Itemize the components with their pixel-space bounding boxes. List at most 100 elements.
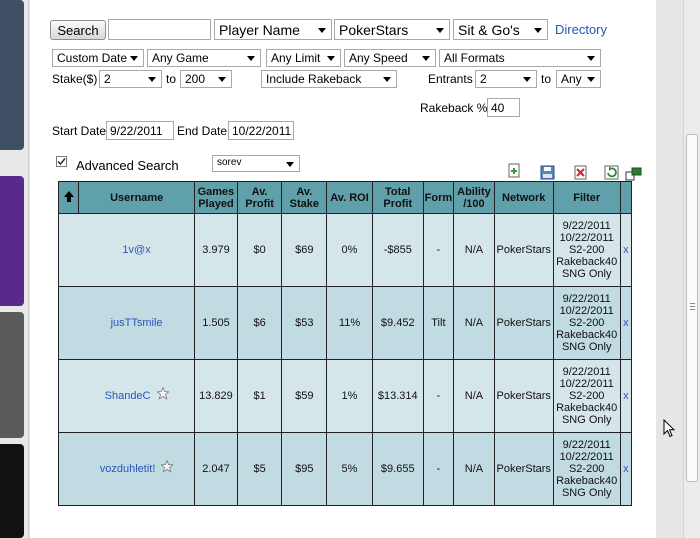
directory-link[interactable]: Directory (555, 22, 608, 37)
refresh-icon[interactable] (604, 165, 619, 180)
header-av-stake[interactable]: Av. Stake (281, 181, 328, 214)
av-profit-cell: $0 (236, 213, 283, 287)
stake-min-select[interactable]: 2 (99, 70, 162, 88)
filter-rakeback: Rakeback40 (556, 256, 618, 268)
ability-cell: N/A (453, 432, 495, 506)
username-link[interactable]: ShandeC (104, 390, 151, 402)
mouse-cursor-icon (663, 419, 675, 438)
star-icon[interactable] (161, 460, 174, 473)
network-cell: PokerStars (493, 359, 554, 433)
speed-select[interactable]: Any Speed (344, 49, 436, 67)
add-document-icon[interactable] (507, 163, 522, 178)
filter-sng: SNG Only (561, 268, 612, 280)
arrow-up-icon (63, 190, 74, 202)
entrants-max-select[interactable]: Any (556, 70, 601, 88)
advanced-search-label: Advanced Search (76, 158, 179, 173)
filter-sng: SNG Only (561, 414, 612, 426)
remove-cell: x (619, 432, 633, 506)
stake-max-select[interactable]: 200 (180, 70, 232, 88)
end-date-input[interactable]: 10/22/2011 (228, 121, 294, 140)
game-type-select[interactable]: Sit & Go's (453, 19, 548, 40)
av-stake-cell: $53 (281, 286, 328, 360)
av-stake-cell: $69 (281, 213, 328, 287)
header-total-profit[interactable]: Total Profit (371, 181, 424, 214)
header-filter[interactable]: Filter (552, 181, 621, 214)
chevron-down-icon (587, 77, 595, 82)
date-range-select[interactable]: Custom Date (52, 49, 144, 67)
popout-icon[interactable] (625, 167, 642, 181)
username-link[interactable]: jusTTsmile (110, 317, 163, 329)
check-icon (57, 158, 66, 166)
star-icon[interactable] (156, 387, 169, 400)
filter-start-date: 9/22/2011 (562, 439, 611, 451)
game-select[interactable]: Any Game (147, 49, 261, 67)
games-played-cell: 1.505 (194, 286, 238, 360)
header-form[interactable]: Form (422, 181, 455, 214)
header-games-played[interactable]: Games Played (194, 181, 238, 214)
game-value: Any Game (152, 51, 209, 65)
side-panel-dark (0, 0, 24, 150)
save-icon[interactable] (540, 165, 555, 180)
chevron-down-icon (247, 56, 255, 61)
limit-select[interactable]: Any Limit (266, 49, 341, 67)
filter-rakeback: Rakeback40 (556, 402, 618, 414)
filter-start-date: 9/22/2011 (562, 293, 611, 305)
remove-cell: x (619, 213, 633, 287)
search-input[interactable] (108, 19, 211, 40)
filter-start-date: 9/22/2011 (562, 366, 611, 378)
stake-max-value: 200 (185, 72, 206, 86)
advanced-search-checkbox[interactable] (56, 156, 67, 167)
scrollbar-thumb[interactable] (686, 134, 698, 482)
rakeback-percent-input[interactable]: 40 (487, 98, 520, 117)
search-field-select[interactable]: Player Name (214, 19, 332, 40)
table-header-row: Username Games Played Av. Profit Av. Sta… (57, 181, 633, 214)
remove-row-link[interactable]: x (623, 244, 629, 256)
header-remove (619, 181, 633, 214)
remove-row-link[interactable]: x (623, 317, 629, 329)
chevron-down-icon (286, 162, 294, 167)
site-value: PokerStars (339, 22, 409, 38)
start-date-input[interactable]: 9/22/2011 (106, 121, 174, 140)
stake-label: Stake($) (52, 72, 98, 86)
sort-select[interactable]: sorev (212, 155, 300, 172)
filter-end-date: 10/22/2011 (559, 378, 614, 390)
left-browser-strip (0, 0, 29, 538)
filter-cell: 9/22/2011 10/22/2011 S2-200 Rakeback40 S… (552, 213, 621, 287)
format-select[interactable]: All Formats (439, 49, 601, 67)
delete-document-icon[interactable] (573, 165, 588, 180)
form-cell: - (422, 359, 455, 433)
header-username[interactable]: Username (78, 181, 196, 214)
rakeback-value: Include Rakeback (266, 72, 362, 86)
header-av-roi[interactable]: Av. ROI (326, 181, 373, 214)
vertical-scrollbar[interactable] (683, 0, 700, 538)
ability-cell: N/A (453, 286, 495, 360)
search-button[interactable]: Search (50, 20, 106, 40)
filter-start-date: 9/22/2011 (562, 220, 611, 232)
username-link[interactable]: vozduhletit! (99, 463, 156, 475)
rakeback-select[interactable]: Include Rakeback (261, 70, 397, 88)
entrants-label: Entrants (428, 72, 473, 86)
header-av-profit[interactable]: Av. Profit (236, 181, 283, 214)
ability-cell: N/A (453, 359, 495, 433)
remove-row-link[interactable]: x (623, 463, 629, 475)
filter-end-date: 10/22/2011 (559, 232, 614, 244)
filter-cell: 9/22/2011 10/22/2011 S2-200 Rakeback40 S… (552, 286, 621, 360)
total-profit-cell: $9.655 (371, 432, 424, 506)
form-cell[interactable]: Tilt (422, 286, 455, 360)
av-stake-cell: $59 (281, 359, 328, 433)
games-played-cell: 13.829 (194, 359, 238, 433)
entrants-min-select[interactable]: 2 (475, 70, 537, 88)
remove-cell: x (619, 286, 633, 360)
header-network[interactable]: Network (493, 181, 554, 214)
results-table: Username Games Played Av. Profit Av. Sta… (57, 181, 633, 506)
av-roi-cell: 5% (326, 432, 373, 506)
header-ability[interactable]: Ability /100 (453, 181, 495, 214)
table-row: jusTTsmile 1.505 $6 $53 11% $9.452 Tilt … (57, 286, 633, 360)
entrants-min-value: 2 (480, 72, 487, 86)
format-value: All Formats (444, 51, 505, 65)
form-cell: - (422, 213, 455, 287)
remove-row-link[interactable]: x (623, 390, 629, 402)
sort-arrow-header[interactable] (57, 181, 80, 214)
username-link[interactable]: 1v@x (122, 244, 151, 256)
site-select[interactable]: PokerStars (334, 19, 450, 40)
